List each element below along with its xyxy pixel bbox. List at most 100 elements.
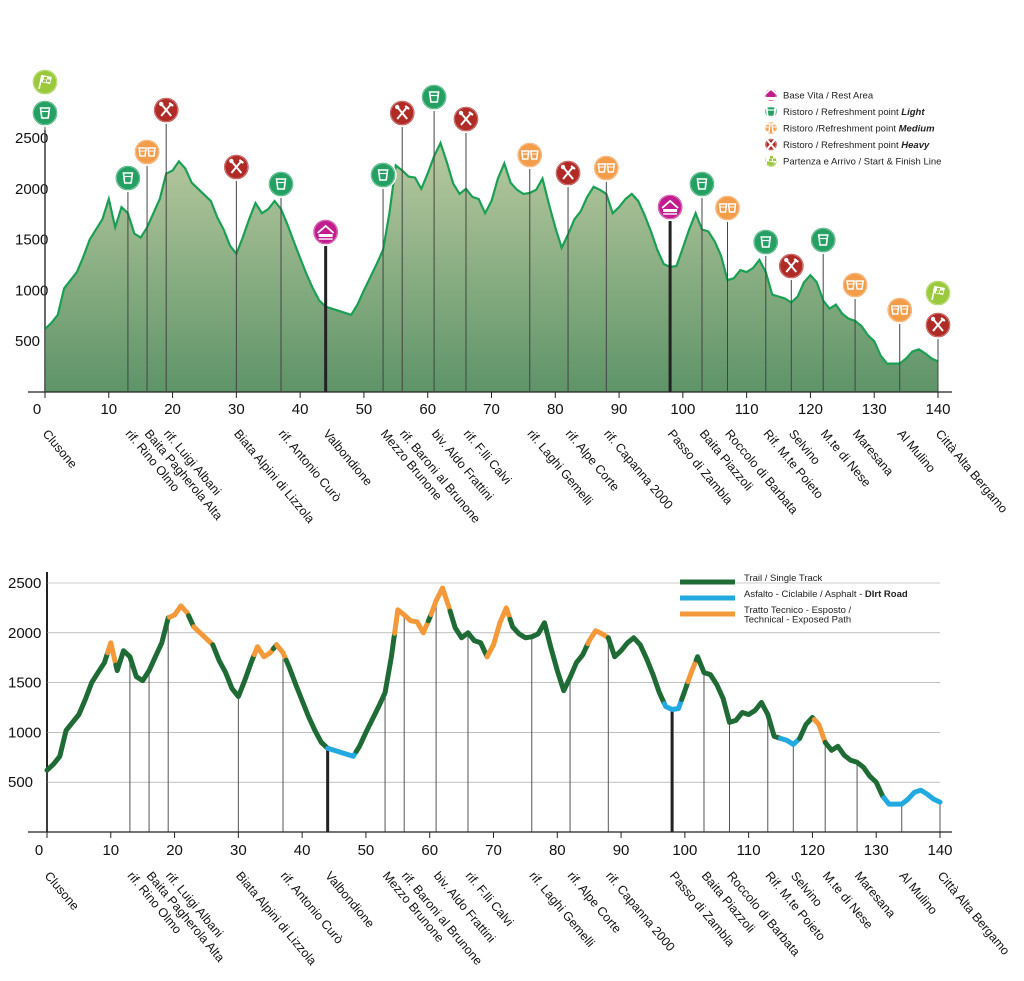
x-tick-label: 70 bbox=[483, 401, 500, 418]
segment-technical bbox=[251, 644, 276, 660]
segment-technical bbox=[392, 607, 431, 636]
station-label: rif. Capanna 2000 bbox=[603, 869, 678, 954]
x-tick-label: 40 bbox=[294, 842, 311, 859]
station-label: Clusone bbox=[42, 869, 82, 913]
x-tick-label: 60 bbox=[419, 401, 436, 418]
station-label: Città Alta Bergamo bbox=[935, 869, 1013, 958]
x-tick-label: 100 bbox=[670, 401, 695, 418]
cups-icon bbox=[886, 296, 914, 324]
x-tick-label: 70 bbox=[485, 842, 502, 859]
x-tick-label: 20 bbox=[166, 842, 183, 859]
segment-technical bbox=[484, 605, 513, 660]
station-label: Al Mulino bbox=[896, 869, 940, 917]
legend-entry-light: Ristoro / Refreshment point Light bbox=[783, 107, 925, 118]
x-tick-label: 100 bbox=[672, 842, 697, 859]
segment-trail bbox=[693, 654, 783, 741]
start-finish-flag-icon bbox=[924, 279, 952, 307]
x-tick-label: 80 bbox=[549, 842, 566, 859]
x-tick-label: 10 bbox=[100, 401, 117, 418]
legends: Base Vita / Rest Area Ristoro / Refreshme… bbox=[680, 87, 941, 626]
y-tick-label: 500 bbox=[8, 774, 33, 791]
x-tick-label: 0 bbox=[33, 401, 41, 418]
cups-icon bbox=[713, 194, 742, 222]
cup-icon bbox=[420, 83, 448, 111]
segment-asphalt bbox=[661, 697, 685, 712]
cutlery-icon bbox=[152, 96, 180, 124]
x-tick-label: 10 bbox=[102, 842, 119, 859]
segment-technical bbox=[585, 628, 611, 647]
segment-asphalt bbox=[325, 745, 359, 759]
elevation-line bbox=[44, 140, 939, 365]
segment-technical bbox=[105, 640, 119, 668]
segment-trail bbox=[113, 614, 172, 684]
segment-technical bbox=[274, 642, 289, 663]
segment-trail bbox=[679, 679, 691, 702]
cup-icon bbox=[763, 104, 779, 119]
x-tick-label: 50 bbox=[358, 842, 375, 859]
x-tick-label: 30 bbox=[228, 401, 245, 418]
segment-technical bbox=[685, 657, 699, 685]
cutlery-icon bbox=[924, 311, 952, 339]
segment-technical bbox=[428, 585, 453, 617]
segment-technical bbox=[167, 603, 192, 620]
segment-trail bbox=[507, 616, 591, 694]
x-tick-label: 50 bbox=[356, 401, 373, 418]
x-tick-label: 130 bbox=[864, 842, 889, 859]
cups-icon bbox=[841, 271, 869, 299]
flag-icon bbox=[763, 153, 779, 169]
y-tick-label: 2500 bbox=[15, 130, 48, 147]
cup-icon bbox=[114, 164, 142, 192]
segment-trail bbox=[447, 608, 490, 660]
station-label: rif. Capanna 2000 bbox=[601, 427, 676, 512]
x-tick-label: 80 bbox=[547, 401, 564, 418]
legend-entry-heavy: Ristoro / Refreshment point Heavy bbox=[783, 140, 930, 151]
segment-trail bbox=[210, 642, 257, 699]
x-tick-label: 90 bbox=[611, 401, 628, 418]
legend-entry-startfinish: Partenza e Arrivo / Start & Finish Line bbox=[783, 157, 941, 168]
x-tick-label: 120 bbox=[800, 842, 825, 859]
cutlery-icon bbox=[452, 105, 480, 133]
segment-technical bbox=[191, 624, 216, 648]
station-label: Città Alta Bergamo bbox=[933, 427, 1011, 516]
legend-entry-rest: Base Vita / Rest Area bbox=[783, 91, 874, 102]
x-tick-label: 40 bbox=[292, 401, 309, 418]
legend-entry-technical: Technical - Exposed Path bbox=[744, 615, 851, 626]
rest-area-icon bbox=[311, 218, 340, 246]
x-tick-label: 0 bbox=[35, 842, 43, 859]
x-tick-label: 110 bbox=[737, 842, 761, 859]
x-tick-label: 120 bbox=[798, 401, 823, 418]
station-label: Biata Alpini di Lizzola bbox=[231, 427, 317, 526]
y-tick-label: 2000 bbox=[15, 181, 48, 198]
legend-entry-technical: Tratto Tecnico - Esposto / bbox=[744, 605, 852, 616]
x-tick-label: 30 bbox=[230, 842, 247, 859]
y-tick-label: 2000 bbox=[8, 625, 41, 642]
cutlery-icon bbox=[388, 99, 416, 127]
cup-icon bbox=[688, 170, 716, 198]
segment-trail bbox=[605, 635, 667, 707]
cup-icon bbox=[752, 228, 780, 256]
x-tick-label: 130 bbox=[862, 401, 887, 418]
station-label: Al Mulino bbox=[894, 427, 938, 475]
x-tick-label: 20 bbox=[164, 401, 181, 418]
segment-technical bbox=[811, 717, 828, 745]
segment-trail bbox=[44, 650, 111, 773]
y-tick-label: 500 bbox=[15, 333, 40, 350]
legend-entry-asphalt: Asfalto - Ciclabile / Asphalt - DIrt Roa… bbox=[744, 589, 908, 600]
x-tick-label: 110 bbox=[735, 401, 759, 418]
legend-entry-trail: Trail / Single Track bbox=[744, 573, 823, 584]
x-tick-label: 60 bbox=[421, 842, 438, 859]
x-tick-label: 140 bbox=[925, 401, 950, 418]
segment-trail bbox=[822, 739, 887, 801]
cups-icon bbox=[516, 141, 544, 169]
segment-trail bbox=[283, 657, 331, 751]
cutlery-icon bbox=[554, 159, 582, 187]
terrain-type-chart: 500 1000 1500 2000 2500 0 10 20 30 40 50 60 70 80 90 10… bbox=[8, 572, 1012, 968]
x-tick-label: 90 bbox=[613, 842, 630, 859]
station-label: Biata Alpini di Lizzola bbox=[233, 869, 319, 968]
elevation-area bbox=[45, 143, 938, 392]
rest-area-icon bbox=[656, 193, 684, 221]
rest-area-icon bbox=[762, 87, 780, 103]
cutlery-icon bbox=[763, 136, 779, 152]
segment-asphalt bbox=[881, 787, 943, 807]
